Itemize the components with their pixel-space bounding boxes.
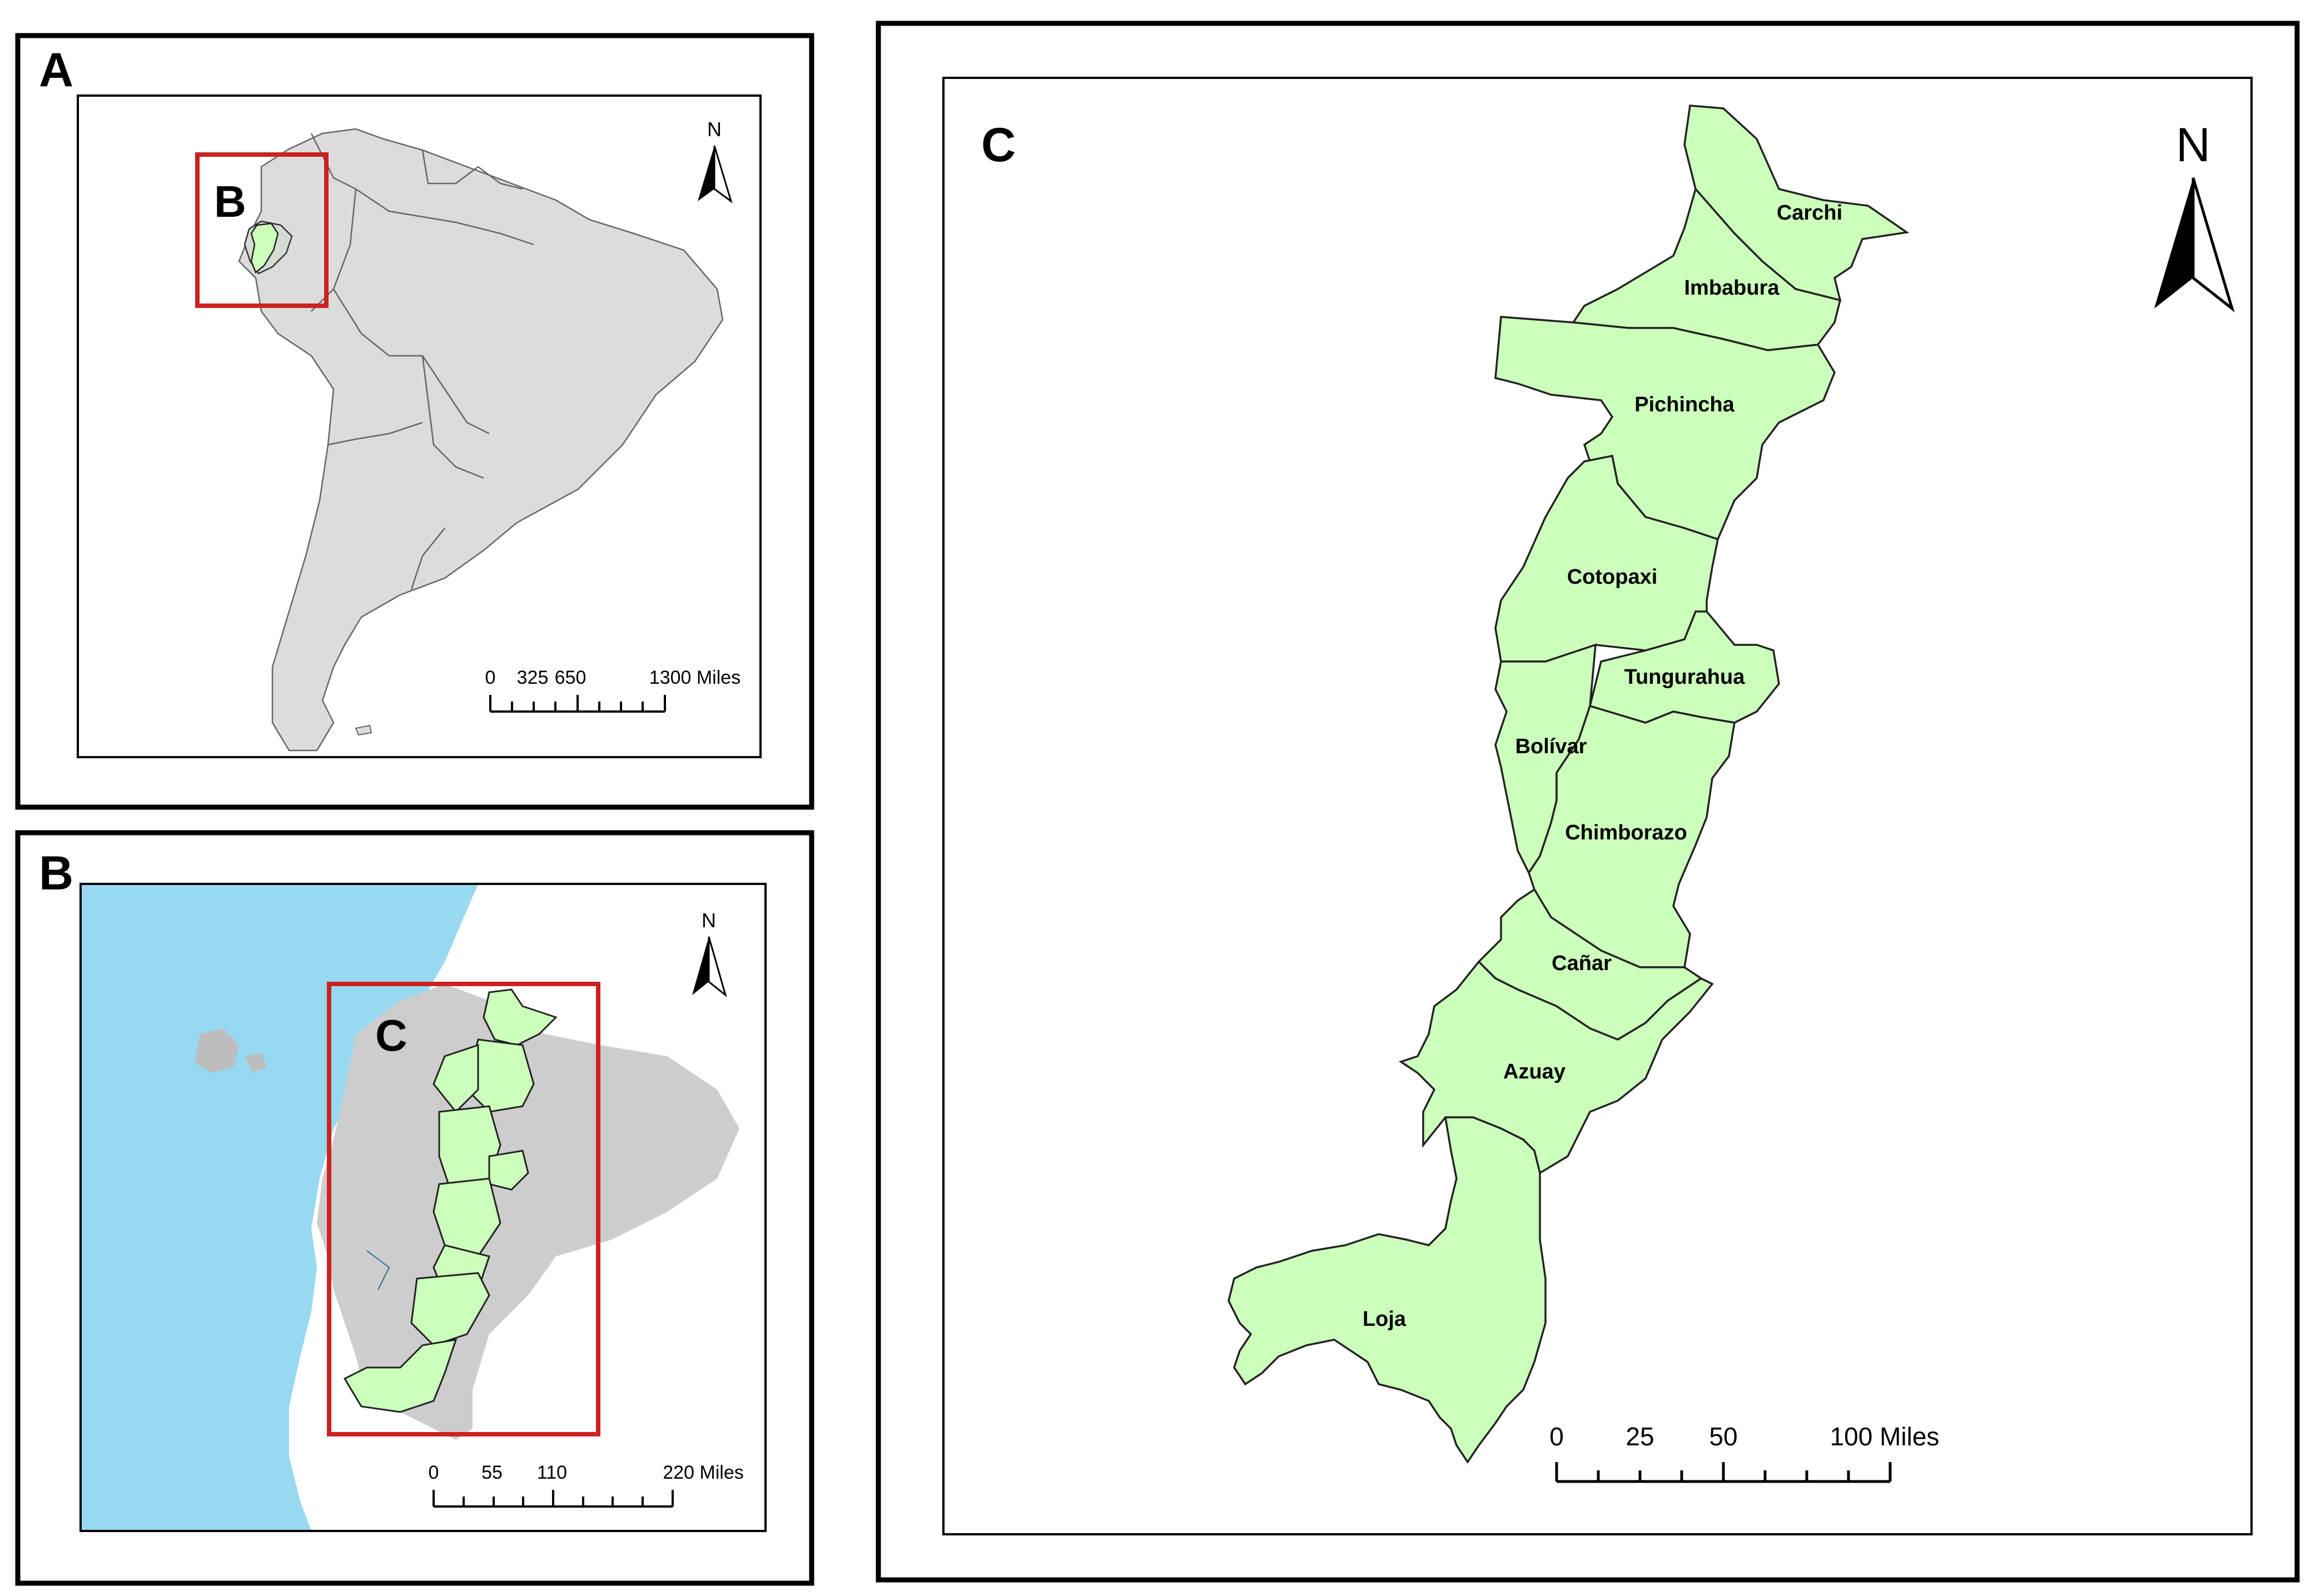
north-arrow-icon: N (698, 118, 733, 203)
panel-b-map-frame (79, 883, 767, 1532)
svg-text:1300 Miles: 1300 Miles (649, 667, 740, 688)
north-arrow-icon: N (2154, 118, 2235, 312)
svg-text:0: 0 (429, 1462, 439, 1483)
province-label-cotopaxi: Cotopaxi (1567, 565, 1658, 589)
inset-letter-c: C (375, 1011, 407, 1060)
province-label-canar: Cañar (1552, 952, 1612, 975)
country-borders (310, 133, 534, 590)
inset-box-b (195, 152, 329, 308)
svg-text:0: 0 (485, 667, 496, 688)
islands (355, 724, 372, 736)
svg-text:0: 0 (1549, 1422, 1564, 1451)
province-label-bolivar: Bolívar (1515, 735, 1587, 758)
province-label-chimborazo: Chimborazo (1565, 821, 1687, 844)
svg-text:25: 25 (1626, 1422, 1654, 1451)
panel-a-letter: A (39, 43, 73, 97)
svg-text:100 Miles: 100 Miles (1830, 1422, 1940, 1451)
svg-text:110: 110 (537, 1462, 567, 1483)
province-label-carchi: Carchi (1777, 201, 1842, 225)
svg-text:N: N (702, 909, 716, 932)
study-area-shape (250, 222, 279, 274)
scale-bar: 0 325 650 1300 Miles (485, 667, 740, 713)
svg-text:55: 55 (481, 1462, 503, 1483)
galapagos-islands (195, 1028, 267, 1073)
south-america-land (238, 128, 724, 752)
svg-text:50: 50 (1709, 1422, 1737, 1451)
province-label-azuay: Azuay (1503, 1060, 1565, 1083)
svg-text:650: 650 (555, 667, 587, 688)
inset-box-c (327, 982, 600, 1436)
svg-text:N: N (2176, 118, 2210, 172)
province-labels: Carchi Imbabura Pichincha Cotopaxi Tungu… (1363, 201, 1842, 1331)
scale-bar: 0 25 50 100 Miles (1549, 1422, 1940, 1483)
panel-b: C B N 0 55 110 220 Miles (15, 830, 814, 1586)
svg-text:N: N (707, 118, 722, 141)
svg-text:325: 325 (517, 667, 549, 688)
scale-bar: 0 55 110 220 Miles (429, 1462, 744, 1508)
inset-letter-b: B (214, 177, 246, 226)
panel-c: C Carchi Imbabura Pichincha Cotopaxi Tun… (876, 21, 2300, 1583)
panel-a: B A N 0 325 650 1300 Miles (15, 33, 814, 810)
panel-b-letter: B (39, 847, 73, 900)
province-label-loja: Loja (1363, 1307, 1407, 1331)
province-shapes (1227, 105, 1910, 1464)
province-chimborazo (1528, 704, 1736, 968)
study-area-provinces (343, 988, 558, 1413)
province-label-pichincha: Pichincha (1634, 393, 1734, 416)
svg-text:220 Miles: 220 Miles (663, 1462, 744, 1483)
province-label-tungurahua: Tungurahua (1624, 665, 1746, 689)
north-arrow-icon: N (692, 909, 727, 998)
province-label-imbabura: Imbabura (1684, 276, 1780, 300)
province-loja (1227, 1116, 1547, 1464)
province-azuay (1399, 960, 1714, 1175)
panel-c-letter: C (981, 118, 1016, 172)
